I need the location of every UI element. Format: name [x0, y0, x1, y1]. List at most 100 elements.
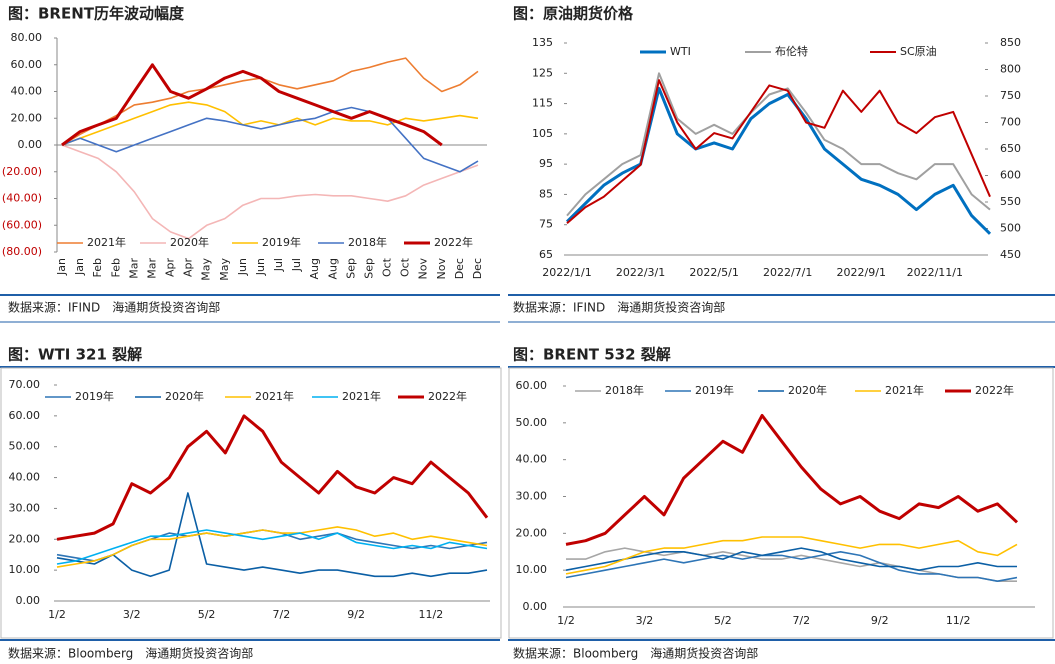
- series-line: [56, 526, 488, 568]
- legend-label: 2022年: [434, 235, 473, 249]
- x-tick-label: 11/2: [419, 608, 444, 621]
- x-tick-label: Jul: [290, 258, 303, 272]
- y2-tick-label: 850: [1000, 36, 1021, 49]
- y2-tick-label: 700: [1000, 116, 1021, 129]
- x-tick-label: 3/2: [123, 608, 141, 621]
- x-tick-label: Jun: [254, 258, 267, 276]
- x-tick-label: May: [218, 258, 231, 281]
- y-tick-label: 20.00: [11, 111, 43, 124]
- x-tick-label: Aug: [326, 258, 339, 279]
- x-tick-label: Feb: [109, 258, 122, 277]
- source-note: 数据来源：Bloomberg 海通期货投资咨询部: [513, 646, 758, 661]
- y2-tick-label: 600: [1000, 169, 1021, 182]
- y-tick-label: 40.00: [516, 453, 548, 466]
- x-tick-label: Nov: [435, 258, 448, 280]
- x-tick-label: 9/2: [347, 608, 365, 621]
- y-tick-label: 30.00: [9, 501, 41, 514]
- x-tick-label: 7/2: [272, 608, 290, 621]
- legend-label: 2019年: [262, 235, 301, 249]
- series-line: [61, 63, 443, 147]
- y-tick-label: 60.00: [11, 58, 43, 71]
- series-line: [56, 414, 489, 541]
- x-tick-label: Dec: [453, 258, 466, 279]
- series-line: [565, 414, 1019, 546]
- x-tick-label: Jun: [236, 258, 249, 276]
- x-tick-label: 5/2: [198, 608, 216, 621]
- legend-label: 2018年: [605, 383, 644, 397]
- chart-title: 图：原油期货价格: [513, 5, 634, 23]
- legend-label: 2021年: [342, 389, 381, 403]
- x-tick-label: May: [200, 258, 213, 281]
- legend-label: 2019年: [75, 389, 114, 403]
- y-tick-label: 125: [532, 66, 553, 79]
- y-tick-label: 10.00: [9, 563, 41, 576]
- y-tick-label: 50.00: [9, 440, 41, 453]
- y-tick-label: 0.00: [16, 594, 41, 607]
- x-tick-label: 2022/9/1: [837, 266, 886, 279]
- x-tick-label: Jan: [55, 258, 68, 276]
- y-tick-label: 135: [532, 36, 553, 49]
- y-tick-label: 75: [539, 218, 553, 231]
- x-tick-label: Mar: [145, 258, 158, 279]
- x-tick-label: Dec: [471, 258, 484, 279]
- y-tick-label: 60.00: [516, 379, 548, 392]
- series-line: [565, 551, 1018, 582]
- legend-label: 2022年: [975, 383, 1014, 397]
- y-tick-label: 40.00: [9, 471, 41, 484]
- x-tick-label: Oct: [381, 257, 394, 277]
- y2-tick-label: 800: [1000, 63, 1021, 76]
- y-tick-label: 60.00: [9, 409, 41, 422]
- legend-label: 2021年: [255, 389, 294, 403]
- y2-tick-label: 750: [1000, 89, 1021, 102]
- legend-label: 2020年: [165, 389, 204, 403]
- series-line: [566, 72, 991, 217]
- y-tick-label: 70.00: [9, 378, 41, 391]
- series-line: [61, 57, 479, 146]
- x-tick-label: Jul: [272, 258, 285, 272]
- x-tick-label: 9/2: [871, 614, 889, 627]
- legend-label: 2021年: [87, 235, 126, 249]
- chart-title: 图：WTI 321 裂解: [8, 346, 142, 364]
- legend-label: 2022年: [428, 389, 467, 403]
- y-tick-label: (60.00): [2, 218, 42, 231]
- series-line: [61, 106, 479, 173]
- x-tick-label: 2022/11/1: [907, 266, 963, 279]
- legend-label: WTI: [670, 45, 691, 58]
- series-line: [566, 79, 991, 224]
- y-tick-label: 0.00: [523, 600, 548, 613]
- legend-label: SC原油: [900, 44, 937, 58]
- y-tick-label: (80.00): [2, 245, 42, 258]
- series-line: [565, 547, 1017, 571]
- y-tick-label: 20.00: [516, 526, 548, 539]
- legend-label: 2020年: [170, 235, 209, 249]
- y-tick-label: 65: [539, 248, 553, 261]
- x-tick-label: 5/2: [714, 614, 732, 627]
- x-tick-label: Jan: [73, 258, 86, 276]
- chart-title: 图：BRENT历年波动幅度: [8, 5, 185, 23]
- y-tick-label: 95: [539, 157, 553, 170]
- series-line: [61, 101, 479, 146]
- x-tick-label: Mar: [127, 258, 140, 279]
- source-note: 数据来源：IFIND 海通期货投资咨询部: [8, 300, 220, 315]
- x-tick-label: Feb: [91, 258, 104, 277]
- panel-frame: [0, 367, 502, 639]
- panel-frame: [508, 367, 1054, 639]
- x-tick-label: 2022/1/1: [542, 266, 591, 279]
- y2-tick-label: 500: [1000, 222, 1021, 235]
- x-tick-label: 1/2: [557, 614, 575, 627]
- legend-label: 2018年: [348, 235, 387, 249]
- x-tick-label: 2022/3/1: [616, 266, 665, 279]
- x-tick-label: Sep: [344, 258, 357, 279]
- y-tick-label: 0.00: [18, 138, 43, 151]
- legend-label: 2021年: [885, 383, 924, 397]
- series-line: [56, 529, 488, 565]
- x-tick-label: Oct: [399, 257, 412, 277]
- x-tick-label: Apr: [182, 258, 195, 278]
- y-tick-label: 40.00: [11, 85, 43, 98]
- source-note: 数据来源：Bloomberg 海通期货投资咨询部: [8, 646, 253, 661]
- x-tick-label: 2022/7/1: [763, 266, 812, 279]
- y-tick-label: 80.00: [11, 31, 43, 44]
- y-tick-label: 20.00: [9, 532, 41, 545]
- x-tick-label: Sep: [362, 258, 375, 279]
